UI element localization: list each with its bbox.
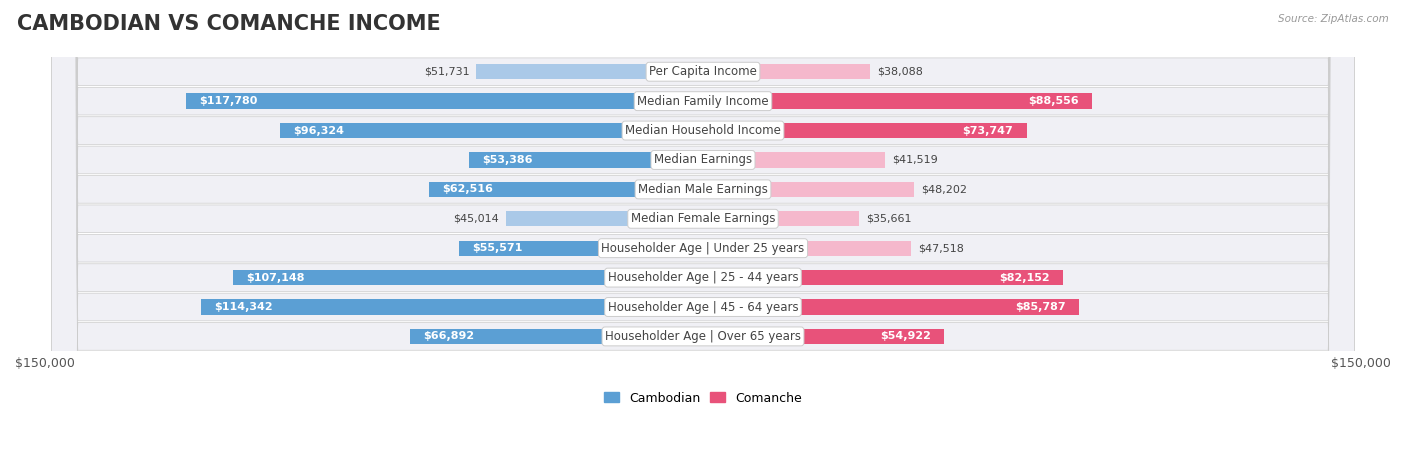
Text: $73,747: $73,747	[963, 126, 1014, 135]
Text: Median Female Earnings: Median Female Earnings	[631, 212, 775, 225]
FancyBboxPatch shape	[52, 0, 1354, 467]
Text: Householder Age | Under 25 years: Householder Age | Under 25 years	[602, 242, 804, 255]
Bar	[201, 299, 703, 315]
Bar	[703, 241, 911, 256]
Text: $85,787: $85,787	[1015, 302, 1066, 312]
Text: Median Male Earnings: Median Male Earnings	[638, 183, 768, 196]
Bar	[460, 241, 703, 256]
FancyBboxPatch shape	[52, 0, 1354, 467]
Text: $88,556: $88,556	[1028, 96, 1078, 106]
FancyBboxPatch shape	[52, 0, 1354, 467]
Text: $35,661: $35,661	[866, 214, 911, 224]
Bar	[703, 64, 870, 79]
Bar	[703, 123, 1026, 138]
FancyBboxPatch shape	[52, 0, 1354, 467]
FancyBboxPatch shape	[52, 0, 1354, 467]
Text: $96,324: $96,324	[294, 126, 344, 135]
Text: $62,516: $62,516	[441, 184, 492, 194]
Bar	[703, 93, 1091, 109]
Text: $45,014: $45,014	[453, 214, 499, 224]
Text: Per Capita Income: Per Capita Income	[650, 65, 756, 78]
FancyBboxPatch shape	[52, 0, 1354, 467]
Bar	[186, 93, 703, 109]
Text: $38,088: $38,088	[877, 67, 922, 77]
Bar	[703, 182, 914, 197]
Legend: Cambodian, Comanche: Cambodian, Comanche	[599, 387, 807, 410]
Bar	[468, 152, 703, 168]
Text: $47,518: $47,518	[918, 243, 965, 253]
Text: $55,571: $55,571	[472, 243, 523, 253]
Bar	[703, 152, 886, 168]
Text: Median Family Income: Median Family Income	[637, 95, 769, 108]
Text: $107,148: $107,148	[246, 273, 305, 283]
Text: $53,386: $53,386	[482, 155, 533, 165]
Text: Source: ZipAtlas.com: Source: ZipAtlas.com	[1278, 14, 1389, 24]
Bar	[506, 211, 703, 226]
Text: Householder Age | Over 65 years: Householder Age | Over 65 years	[605, 330, 801, 343]
Bar	[703, 211, 859, 226]
Bar	[429, 182, 703, 197]
FancyBboxPatch shape	[52, 0, 1354, 467]
FancyBboxPatch shape	[52, 0, 1354, 467]
Text: CAMBODIAN VS COMANCHE INCOME: CAMBODIAN VS COMANCHE INCOME	[17, 14, 440, 34]
Text: Median Earnings: Median Earnings	[654, 154, 752, 166]
Text: $114,342: $114,342	[215, 302, 273, 312]
Bar	[409, 329, 703, 344]
Text: $54,922: $54,922	[880, 332, 931, 341]
Bar	[233, 270, 703, 285]
Bar	[703, 299, 1080, 315]
Text: $41,519: $41,519	[891, 155, 938, 165]
Bar	[703, 329, 943, 344]
FancyBboxPatch shape	[52, 0, 1354, 467]
Text: $82,152: $82,152	[1000, 273, 1050, 283]
Text: $51,731: $51,731	[423, 67, 470, 77]
Bar	[477, 64, 703, 79]
Text: Median Household Income: Median Household Income	[626, 124, 780, 137]
FancyBboxPatch shape	[52, 0, 1354, 467]
Text: $48,202: $48,202	[921, 184, 967, 194]
Text: $117,780: $117,780	[200, 96, 257, 106]
Text: Householder Age | 25 - 44 years: Householder Age | 25 - 44 years	[607, 271, 799, 284]
Bar	[703, 270, 1063, 285]
Text: Householder Age | 45 - 64 years: Householder Age | 45 - 64 years	[607, 300, 799, 313]
Bar	[280, 123, 703, 138]
Text: $66,892: $66,892	[423, 332, 474, 341]
